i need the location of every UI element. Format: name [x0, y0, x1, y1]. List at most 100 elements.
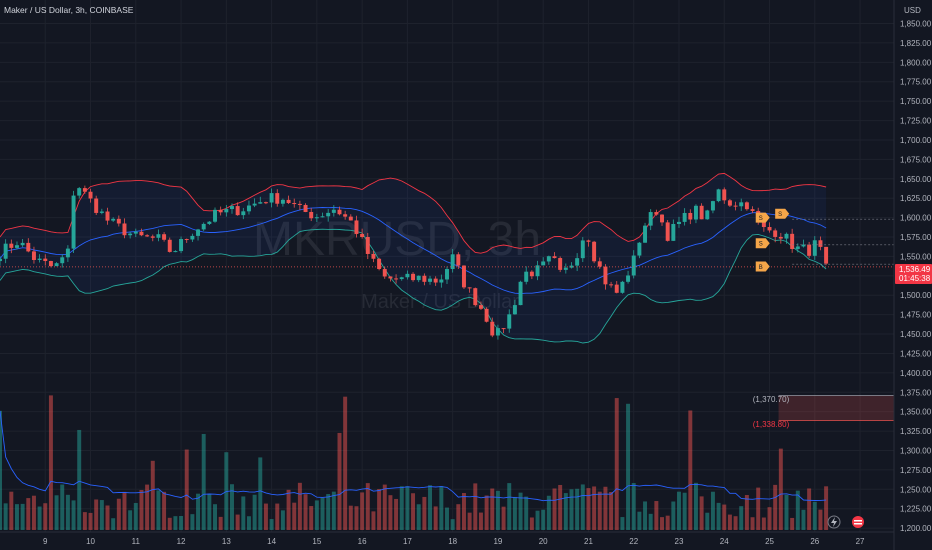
volume-bar: [235, 514, 240, 530]
volume-bar: [580, 484, 585, 530]
volume-bar: [9, 491, 14, 530]
volume-bar: [739, 506, 744, 530]
volume-bar: [733, 516, 738, 530]
candle-body: [643, 225, 648, 243]
volume-bar: [597, 491, 602, 530]
candle-body: [184, 239, 189, 241]
candle-body: [280, 199, 285, 204]
candle-body: [677, 221, 681, 225]
candle-body: [326, 212, 331, 217]
basis-line: [0, 207, 827, 295]
candle-body: [26, 242, 31, 252]
candle-body: [524, 271, 529, 282]
candle-body: [795, 246, 800, 249]
volume-bar: [263, 503, 268, 530]
current-price-tag: 1,536.49 01:45:38: [895, 264, 932, 284]
volume-bar: [43, 503, 48, 530]
volume-bar: [116, 498, 121, 530]
candle-body: [614, 284, 619, 293]
candle-body: [156, 234, 161, 238]
candle-body: [94, 198, 99, 213]
candle-body: [201, 223, 206, 230]
signal-marker: [755, 212, 770, 223]
volume-bar: [445, 507, 449, 530]
candle-body: [801, 244, 806, 247]
volume-bar: [603, 486, 608, 530]
volume-bar: [654, 501, 659, 530]
volume-bar: [592, 486, 597, 530]
candle-body: [620, 281, 625, 293]
candle-body: [48, 261, 53, 267]
candle-body: [150, 236, 155, 238]
candle-body: [535, 265, 540, 277]
price-tick-label: 1,825.00: [900, 39, 932, 48]
candle-body: [133, 231, 138, 234]
volume-bar: [643, 501, 648, 530]
candle-body: [541, 261, 546, 266]
time-tick-label: 19: [493, 537, 502, 546]
candle-body: [665, 222, 670, 241]
candle-body: [439, 279, 444, 283]
volume-bar: [111, 518, 116, 530]
candle-body: [739, 202, 744, 207]
candle-body: [716, 189, 721, 202]
candle-body: [331, 209, 336, 213]
time-tick-label: 18: [448, 537, 457, 546]
volume-bar: [173, 516, 178, 530]
candle-body: [111, 218, 116, 221]
time-tick-label: 13: [222, 537, 231, 546]
time-tick-label: 16: [358, 537, 367, 546]
volume-bar: [405, 486, 410, 530]
signal-marker-text: B: [759, 265, 763, 271]
volume-bar: [26, 498, 31, 530]
candle-body: [411, 273, 416, 281]
volume-bar: [133, 502, 138, 530]
time-tick-label: 25: [765, 537, 774, 546]
chart-settings-icon[interactable]: [852, 516, 864, 528]
candle-body: [162, 234, 167, 240]
candle-body: [750, 209, 755, 211]
volume-bar: [31, 495, 36, 530]
volume-bar: [428, 485, 433, 530]
volume-bar: [626, 403, 631, 530]
volume-bar: [416, 504, 421, 530]
candle-body: [235, 206, 240, 216]
candlesticks[interactable]: [0, 185, 829, 340]
volume-bar: [660, 517, 664, 530]
candle-body: [207, 221, 212, 224]
lightning-icon[interactable]: [827, 515, 841, 529]
price-tick-label: 1,800.00: [900, 58, 932, 67]
signal-marker-text: S: [759, 216, 763, 222]
time-tick-label: 22: [629, 537, 638, 546]
candle-body: [575, 258, 580, 266]
time-tick-label: 20: [539, 537, 548, 546]
candle-body: [484, 308, 489, 322]
volume-bar: [167, 517, 172, 530]
countdown-timer: 01:45:38: [899, 274, 931, 283]
volume-bar: [461, 493, 466, 530]
volume-bar: [48, 395, 53, 530]
candle-body: [546, 256, 551, 262]
candle-body: [230, 206, 234, 210]
candle-body: [784, 233, 789, 239]
candle-body: [767, 227, 772, 231]
volume-bar: [524, 496, 529, 530]
time-axis[interactable]: 9 10 11 12 13 14 15 16 17 18 19 20 21 22 23 24 25 26 27: [0, 531, 894, 546]
candle-body: [122, 223, 127, 236]
volume-bar: [807, 488, 812, 530]
candle-body: [490, 321, 495, 336]
candle-body: [597, 261, 602, 267]
price-tick-label: 1,225.00: [900, 505, 932, 514]
candle-body: [9, 243, 14, 248]
candle-body: [399, 277, 404, 280]
price-tick-label: 1,325.00: [900, 427, 932, 436]
volume-bar: [326, 494, 331, 530]
price-tick-label: 1,375.00: [900, 388, 932, 397]
price-tick-label: 1,550.00: [900, 252, 932, 261]
volume-bar: [439, 486, 444, 530]
candle-body: [218, 209, 223, 213]
volume-bar: [275, 503, 280, 530]
price-tick-label: 1,400.00: [900, 369, 932, 378]
upper-band-line: [0, 172, 827, 254]
